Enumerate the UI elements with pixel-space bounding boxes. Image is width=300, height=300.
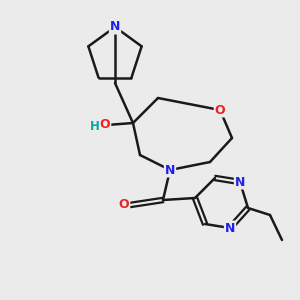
Text: N: N xyxy=(235,176,245,188)
Text: N: N xyxy=(110,20,120,34)
Text: O: O xyxy=(100,118,110,131)
Text: H: H xyxy=(90,121,100,134)
Text: N: N xyxy=(225,221,235,235)
Text: O: O xyxy=(119,199,129,212)
Text: N: N xyxy=(165,164,175,176)
Text: O: O xyxy=(215,103,225,116)
